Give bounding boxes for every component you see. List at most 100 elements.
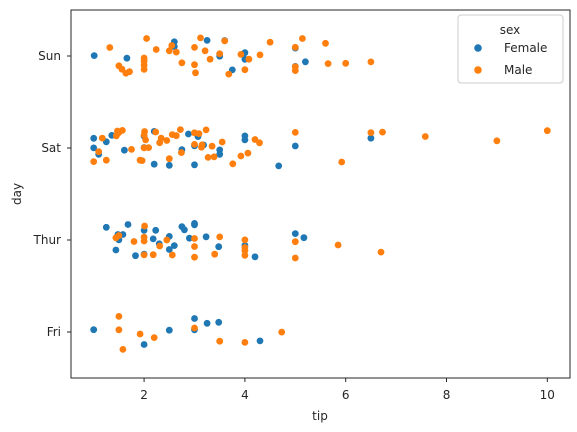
data-point-male [221, 37, 229, 45]
data-point-female [216, 150, 224, 158]
data-point-female [181, 226, 188, 234]
data-point-male [98, 134, 106, 142]
plot-frame [70, 9, 571, 379]
data-point-male [322, 39, 329, 47]
data-point-female [191, 161, 198, 169]
data-point-female [191, 220, 198, 227]
data-point-male [299, 35, 306, 42]
data-point-male [216, 233, 224, 241]
y-axis-label: day [10, 183, 24, 205]
data-point-male [168, 42, 176, 49]
data-point-male [191, 243, 198, 250]
data-point-female [121, 146, 128, 154]
data-point-male [177, 126, 184, 133]
x-tick-label: 4 [241, 388, 249, 402]
data-point-male [191, 324, 198, 332]
data-point-male [379, 128, 386, 136]
data-point-male [208, 142, 216, 150]
data-point-male [216, 337, 224, 345]
data-point-female [215, 318, 223, 326]
data-point-male [197, 34, 204, 42]
y-tick-label: Sat [41, 141, 61, 155]
legend-marker-male [474, 66, 482, 74]
data-point-male [140, 233, 148, 241]
data-point-male [149, 251, 157, 259]
data-point-female [275, 162, 283, 170]
data-point-male [119, 346, 127, 353]
legend: sex Female Male [457, 14, 564, 84]
data-point-female [90, 52, 98, 59]
data-point-male [178, 59, 186, 67]
y-tick-label: Sun [38, 49, 61, 63]
data-point-male [210, 153, 218, 161]
data-point-female [256, 337, 264, 345]
data-point-male [338, 158, 346, 166]
data-point-female [185, 130, 192, 138]
data-point-male [95, 148, 103, 156]
x-tick-label: 10 [540, 388, 555, 402]
data-point-male [115, 313, 123, 320]
data-point-female [191, 315, 198, 322]
data-point-male [543, 127, 551, 135]
data-point-male [157, 134, 165, 142]
data-point-male [172, 48, 180, 56]
data-point-male [172, 132, 180, 140]
data-point-male [237, 51, 245, 58]
data-point-male [291, 67, 299, 74]
data-point-male [241, 66, 249, 74]
data-point-male [266, 38, 274, 46]
data-point-male [128, 146, 135, 153]
data-point-male [421, 133, 429, 140]
data-point-female [203, 319, 211, 327]
data-point-male [191, 141, 198, 148]
data-point-female [215, 243, 223, 251]
x-tick-label: 6 [342, 388, 350, 402]
data-point-female [150, 160, 158, 168]
data-point-male [178, 149, 185, 157]
data-point-male [141, 128, 149, 135]
data-point-male [291, 254, 299, 262]
data-point-male [241, 236, 249, 244]
data-point-male [191, 235, 198, 242]
data-point-male [163, 137, 171, 144]
data-point-male [191, 44, 198, 51]
data-point-female [124, 221, 132, 228]
data-point-male [291, 129, 299, 136]
data-point-male [377, 248, 385, 256]
data-point-female [152, 226, 160, 234]
data-point-female [302, 58, 309, 66]
data-point-male [165, 47, 173, 55]
data-point-female [241, 132, 249, 140]
data-point-male [204, 154, 212, 161]
data-point-male [278, 328, 286, 336]
data-point-female [90, 326, 98, 334]
data-points [90, 34, 551, 353]
data-point-male [206, 55, 214, 63]
data-point-female [202, 233, 210, 241]
x-axis-ticks: 2 4 6 8 10 [140, 378, 555, 402]
data-point-male [218, 138, 226, 146]
data-point-female [165, 246, 173, 253]
y-tick-label: Thur [33, 233, 62, 247]
data-point-female [149, 235, 157, 243]
data-point-male [201, 47, 209, 55]
data-point-male [143, 35, 151, 42]
y-tick-label: Fri [47, 325, 61, 339]
data-point-male [211, 250, 219, 258]
data-point-female [112, 246, 120, 254]
data-point-female [90, 134, 98, 142]
legend-frame [457, 14, 564, 84]
data-point-male [195, 130, 203, 138]
data-point-female [291, 230, 299, 238]
legend-marker-female [474, 44, 482, 52]
data-point-female [186, 234, 193, 242]
data-point-male [168, 251, 176, 259]
y-axis-ticks: Sun Sat Thur Fri [33, 49, 71, 339]
data-point-female [132, 252, 139, 260]
data-point-male [245, 55, 253, 63]
data-point-male [342, 59, 350, 67]
data-point-male [140, 54, 148, 62]
data-point-male [152, 46, 160, 53]
legend-label-female: Female [504, 41, 547, 55]
